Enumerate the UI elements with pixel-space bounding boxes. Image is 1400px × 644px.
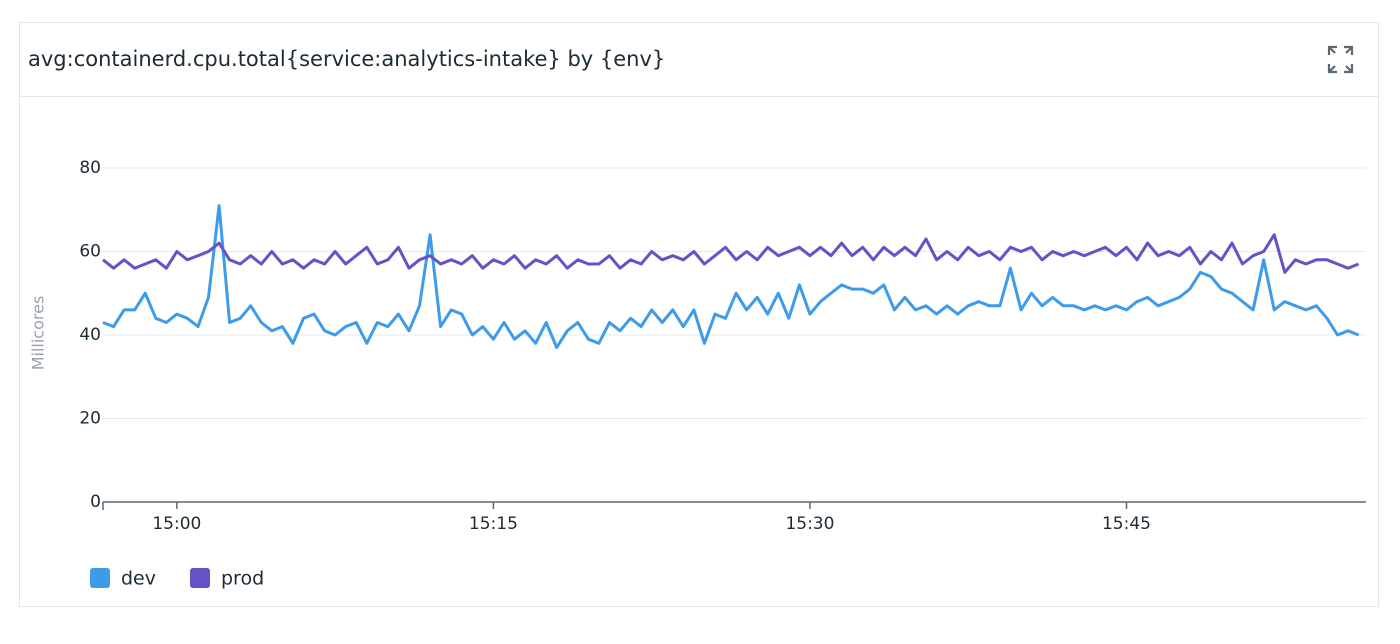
x-tick-label: 15:15 [469,514,518,534]
expand-arrow [1344,64,1354,74]
legend-label: prod [221,568,264,590]
y-tick-label: 80 [79,158,101,178]
expand-arrow [1344,45,1354,55]
series-line [102,204,1360,349]
y-tick-label: 40 [79,325,101,345]
expand-button[interactable] [1327,45,1354,74]
legend-item[interactable]: dev [90,568,156,590]
widget-title: avg:containerd.cpu.total{service:analyti… [28,47,665,71]
widget-frame [19,22,1379,607]
y-tick-label: 60 [79,241,101,261]
y-tick-label: 20 [79,408,101,428]
expand-arrow [1327,64,1337,74]
y-axis-label: Millicores [29,296,48,371]
legend-swatch [90,568,110,588]
y-tick-label: 0 [90,492,101,512]
expand-arrow [1327,45,1337,55]
series-line [102,233,1360,274]
legend-swatch [190,568,210,588]
legend-label: dev [121,568,156,590]
x-tick-label: 15:00 [152,514,201,534]
x-tick-label: 15:45 [1102,514,1151,534]
legend-item[interactable]: prod [190,568,264,590]
x-tick-label: 15:30 [785,514,834,534]
